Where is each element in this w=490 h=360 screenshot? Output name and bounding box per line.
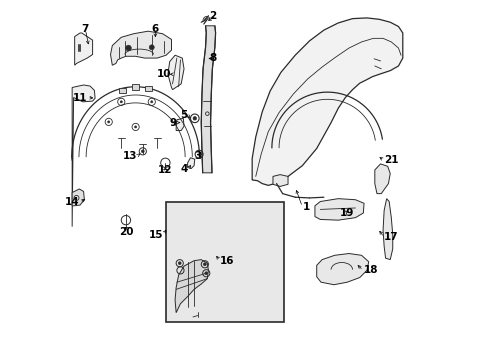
Text: 1: 1	[302, 202, 310, 212]
Circle shape	[141, 150, 144, 153]
Text: 7: 7	[82, 24, 89, 35]
Polygon shape	[111, 31, 172, 65]
Polygon shape	[375, 164, 390, 194]
Circle shape	[193, 117, 196, 120]
Circle shape	[120, 101, 122, 103]
Text: 10: 10	[157, 69, 172, 79]
Bar	[166, 202, 285, 321]
Circle shape	[149, 45, 154, 50]
Bar	[145, 86, 152, 91]
Text: 16: 16	[220, 256, 234, 266]
Polygon shape	[74, 33, 93, 65]
Polygon shape	[72, 85, 95, 226]
Circle shape	[125, 45, 131, 51]
Polygon shape	[168, 55, 184, 90]
Polygon shape	[176, 118, 184, 131]
Text: 4: 4	[180, 164, 188, 174]
Polygon shape	[201, 26, 216, 173]
Circle shape	[178, 262, 181, 265]
Text: 15: 15	[149, 230, 163, 239]
Circle shape	[151, 101, 153, 103]
Text: 2: 2	[209, 11, 216, 21]
Text: 13: 13	[123, 150, 137, 161]
Text: 9: 9	[170, 118, 177, 128]
Text: 17: 17	[384, 232, 399, 242]
Text: 14: 14	[65, 197, 79, 207]
Polygon shape	[72, 189, 84, 206]
Circle shape	[135, 126, 137, 128]
Text: 6: 6	[152, 24, 159, 35]
Text: 20: 20	[119, 227, 133, 237]
Text: 3: 3	[195, 150, 202, 161]
Polygon shape	[188, 158, 195, 168]
Text: 12: 12	[158, 165, 172, 175]
Text: 5: 5	[180, 111, 188, 121]
Circle shape	[108, 121, 110, 123]
Polygon shape	[317, 253, 368, 285]
Text: 11: 11	[73, 93, 87, 103]
Polygon shape	[252, 18, 403, 185]
Polygon shape	[273, 175, 288, 186]
Polygon shape	[315, 199, 364, 220]
Text: 21: 21	[384, 155, 399, 165]
Bar	[132, 84, 139, 90]
Circle shape	[203, 263, 206, 266]
Polygon shape	[175, 260, 208, 313]
Bar	[119, 88, 126, 93]
Text: 18: 18	[364, 265, 378, 275]
Text: 19: 19	[340, 208, 354, 218]
Circle shape	[205, 272, 208, 275]
Polygon shape	[383, 199, 393, 260]
Text: 8: 8	[209, 53, 216, 63]
